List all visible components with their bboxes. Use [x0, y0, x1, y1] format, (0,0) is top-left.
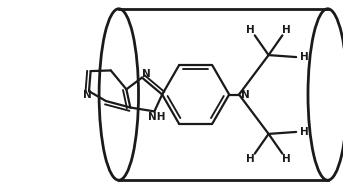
Text: NH: NH: [148, 112, 165, 122]
Text: H: H: [246, 26, 255, 36]
Text: H: H: [282, 26, 291, 36]
Text: H: H: [300, 127, 308, 137]
Text: H: H: [282, 153, 291, 163]
Text: N: N: [83, 90, 91, 100]
Text: N: N: [142, 69, 150, 79]
Text: H: H: [246, 153, 255, 163]
Text: N: N: [240, 90, 249, 99]
Text: H: H: [300, 52, 308, 62]
